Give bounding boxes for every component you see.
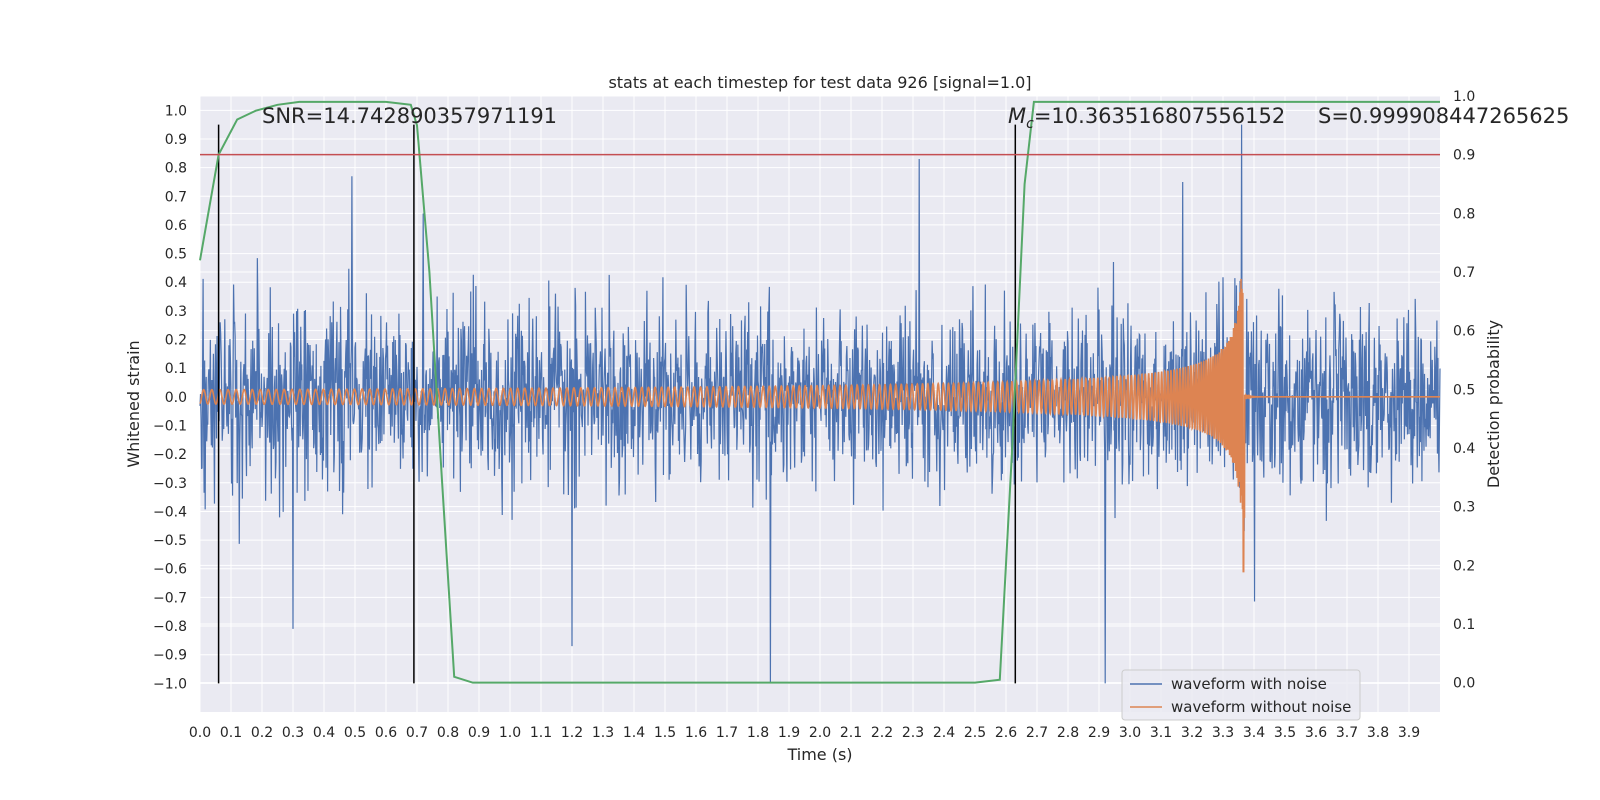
y2-tick-0p5: 0.5 bbox=[1453, 382, 1475, 398]
x-tick-3p3: 3.3 bbox=[1212, 725, 1234, 741]
y2-axis-label: Detection probability bbox=[1484, 320, 1503, 488]
x-tick-2p0: 2.0 bbox=[809, 725, 831, 741]
y2-tick-0p6: 0.6 bbox=[1453, 324, 1475, 340]
y2-tick-0p1: 0.1 bbox=[1453, 617, 1475, 633]
y2-tick-0p9: 0.9 bbox=[1453, 148, 1475, 164]
x-tick-1p2: 1.2 bbox=[561, 725, 583, 741]
x-tick-2p8: 2.8 bbox=[1057, 725, 1079, 741]
x-tick-0p1: 0.1 bbox=[220, 725, 242, 741]
x-tick-1p8: 1.8 bbox=[747, 725, 769, 741]
x-tick-2p9: 2.9 bbox=[1088, 725, 1110, 741]
x-tick-0p3: 0.3 bbox=[282, 725, 304, 741]
x-tick-labels: 0.0 0.1 0.2 0.3 0.4 0.5 0.6 0.7 0.8 0.9 1.0 1.1 1.2 1… bbox=[189, 725, 1420, 741]
y-tick-0p1: 0.1 bbox=[165, 361, 187, 377]
y-tick-0p3: 0.3 bbox=[165, 304, 187, 320]
y-tick-neg1p0: −1.0 bbox=[153, 676, 187, 692]
x-tick-0p8: 0.8 bbox=[437, 725, 459, 741]
x-tick-2p5: 2.5 bbox=[964, 725, 986, 741]
y2-tick-0p2: 0.2 bbox=[1453, 558, 1475, 574]
x-tick-0p4: 0.4 bbox=[313, 725, 335, 741]
x-tick-2p3: 2.3 bbox=[902, 725, 924, 741]
chirp-mass-annotation: Mc=10.363516807556152 bbox=[1008, 104, 1285, 132]
chart-title: stats at each timestep for test data 926… bbox=[608, 73, 1031, 92]
x-tick-0p2: 0.2 bbox=[251, 725, 273, 741]
x-tick-1p1: 1.1 bbox=[530, 725, 552, 741]
score-annotation: S=0.999908447265625 bbox=[1318, 104, 1569, 128]
series-waveform-with-noise bbox=[199, 124, 1441, 684]
x-tick-2p2: 2.2 bbox=[871, 725, 893, 741]
x-tick-2p1: 2.1 bbox=[840, 725, 862, 741]
y-tick-neg0p7: −0.7 bbox=[153, 590, 187, 606]
y-tick-neg0p5: −0.5 bbox=[153, 533, 187, 549]
y2-tick-0p7: 0.7 bbox=[1453, 265, 1475, 281]
y-tick-0p2: 0.2 bbox=[165, 333, 187, 349]
x-tick-1p6: 1.6 bbox=[685, 725, 707, 741]
x-tick-2p4: 2.4 bbox=[933, 725, 955, 741]
y-tick-labels: 1.0 0.9 0.8 0.7 0.6 0.5 0.4 0.3 0.2 0.1 0.0 −0.1 −0.… bbox=[153, 103, 187, 692]
legend: waveform with noise waveform without noi… bbox=[1121, 669, 1361, 721]
y-tick-neg0p3: −0.3 bbox=[153, 476, 187, 492]
x-tick-3p5: 3.5 bbox=[1274, 725, 1296, 741]
x-tick-1p0: 1.0 bbox=[499, 725, 521, 741]
y2-tick-0p4: 0.4 bbox=[1453, 441, 1475, 457]
x-tick-3p7: 3.7 bbox=[1336, 725, 1358, 741]
y-tick-neg0p6: −0.6 bbox=[153, 562, 187, 578]
x-tick-3p1: 3.1 bbox=[1150, 725, 1172, 741]
y-tick-neg0p2: −0.2 bbox=[153, 447, 187, 463]
x-tick-3p0: 3.0 bbox=[1119, 725, 1141, 741]
x-tick-3p4: 3.4 bbox=[1243, 725, 1265, 741]
line-waveform-without-noise bbox=[199, 278, 1440, 573]
x-tick-2p7: 2.7 bbox=[1026, 725, 1048, 741]
y-tick-neg0p8: −0.8 bbox=[153, 619, 187, 635]
legend-label-waveform-with-noise: waveform with noise bbox=[1171, 675, 1327, 693]
y-axis-label: Whitened strain bbox=[124, 340, 143, 467]
y-tick-0p9: 0.9 bbox=[165, 132, 187, 148]
snr-annotation: SNR=14.742890357971191 bbox=[262, 104, 557, 128]
y-tick-0p5: 0.5 bbox=[165, 247, 187, 263]
y-tick-0p6: 0.6 bbox=[165, 218, 187, 234]
y2-tick-1p0: 1.0 bbox=[1453, 89, 1475, 105]
x-tick-0p6: 0.6 bbox=[375, 725, 397, 741]
series-waveform-without-noise bbox=[199, 278, 1440, 573]
y-tick-0p0: 0.0 bbox=[165, 390, 187, 406]
x-axis-label: Time (s) bbox=[786, 745, 852, 764]
x-tick-1p4: 1.4 bbox=[623, 725, 645, 741]
line-waveform-with-noise bbox=[199, 124, 1441, 684]
x-tick-3p9: 3.9 bbox=[1398, 725, 1420, 741]
x-tick-1p7: 1.7 bbox=[716, 725, 738, 741]
x-tick-3p8: 3.8 bbox=[1367, 725, 1389, 741]
y2-tick-0p8: 0.8 bbox=[1453, 206, 1475, 222]
legend-box bbox=[1121, 669, 1361, 721]
x-tick-0p7: 0.7 bbox=[406, 725, 428, 741]
x-tick-2p6: 2.6 bbox=[995, 725, 1017, 741]
series-detection-probability bbox=[199, 100, 1440, 684]
y-tick-1p0: 1.0 bbox=[165, 103, 187, 119]
x-tick-3p6: 3.6 bbox=[1305, 725, 1327, 741]
y-tick-0p8: 0.8 bbox=[165, 161, 187, 177]
y2-tick-0p0: 0.0 bbox=[1453, 676, 1475, 692]
x-tick-0p0: 0.0 bbox=[189, 725, 211, 741]
y-tick-neg0p1: −0.1 bbox=[153, 418, 187, 434]
y-tick-neg0p9: −0.9 bbox=[153, 648, 187, 664]
x-tick-1p5: 1.5 bbox=[654, 725, 676, 741]
y2-tick-labels: 1.0 0.9 0.8 0.7 0.6 0.5 0.4 0.3 0.2 0.1 0.0 bbox=[1453, 89, 1475, 692]
x-tick-3p2: 3.2 bbox=[1181, 725, 1203, 741]
y-tick-0p4: 0.4 bbox=[165, 275, 187, 291]
y-tick-0p7: 0.7 bbox=[165, 189, 187, 205]
line-detection-probability bbox=[199, 100, 1440, 684]
x-tick-0p9: 0.9 bbox=[468, 725, 490, 741]
y2-tick-0p3: 0.3 bbox=[1453, 500, 1475, 516]
y-tick-neg0p4: −0.4 bbox=[153, 504, 187, 520]
legend-label-waveform-without-noise: waveform without noise bbox=[1171, 698, 1351, 716]
x-tick-0p5: 0.5 bbox=[344, 725, 366, 741]
vertical-markers bbox=[217, 124, 1017, 684]
x-tick-1p9: 1.9 bbox=[778, 725, 800, 741]
x-tick-1p3: 1.3 bbox=[592, 725, 614, 741]
